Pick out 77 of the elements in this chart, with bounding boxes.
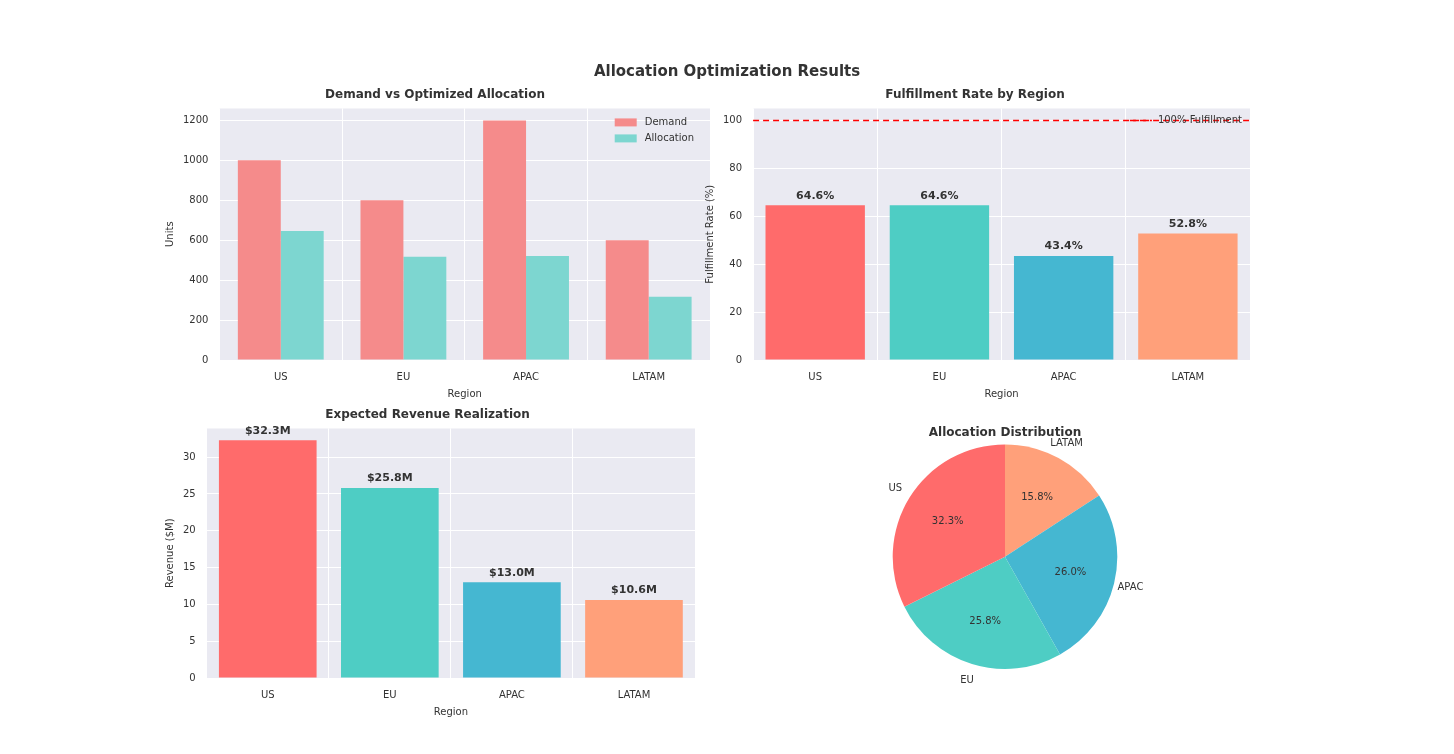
y-tick-label: 100 [722,113,743,125]
bar [585,599,683,678]
y-tick-label: 1200 [183,113,209,125]
x-tick-label: EU [932,370,947,382]
y-tick-label: 600 [189,233,209,245]
data-label: 26.0% [1054,566,1087,578]
data-label: $32.3M [244,423,291,437]
y-tick-label: 10 [182,597,196,609]
y-tick-label: 800 [189,193,209,205]
x-axis-title: Region [433,705,468,717]
y-tick-label: 20 [182,524,196,536]
bar [1138,233,1238,360]
bar [648,296,692,360]
x-tick-label: LATAM [1171,370,1205,382]
legend-label: Allocation [644,131,694,143]
y-tick-label: 30 [182,450,196,462]
ref-line-label: 100% Fulfillment [1157,113,1243,125]
y-tick-label: 20 [729,305,743,317]
x-tick-label: LATAM [617,688,651,700]
bar [237,160,281,360]
bar [1013,256,1114,360]
data-label: 52.8% [1168,216,1207,230]
x-tick-label: APAC [498,688,525,700]
bar [360,200,404,360]
data-label: 32.3% [931,514,964,526]
bar [218,440,317,678]
data-label: 64.6% [920,188,959,202]
y-tick-label: 400 [189,273,209,285]
y-tick-label: 0 [735,353,743,365]
x-tick-label: US [273,370,288,382]
y-tick-label: 15 [182,561,196,573]
data-label: 25.8% [969,614,1002,626]
bar [605,240,649,360]
y-tick-label: 40 [729,257,743,269]
y-tick-label: 1000 [183,153,209,165]
legend-label: Demand [644,115,688,127]
y-axis-title: Revenue ($M) [163,518,175,588]
y-tick-label: 80 [729,161,743,173]
x-axis-title: Region [447,387,482,399]
slice-label: EU [960,673,974,685]
text: Allocation Optimization Results [592,62,862,80]
bar [765,205,865,360]
bar [483,120,527,360]
y-tick-label: 0 [202,353,209,365]
x-tick-label: APAC [513,370,539,382]
bar [463,582,561,678]
data-label: 64.6% [796,188,835,202]
data-label: $13.0M [489,565,535,579]
bar [280,231,324,360]
y-axis-title: Fulfillment Rate (%) [703,184,715,284]
data-label: $10.6M [611,583,657,597]
slice-label: US [888,482,903,494]
chart-title: Expected Revenue Realization [325,407,530,422]
data-label: 43.4% [1044,239,1083,253]
y-tick-label: 60 [729,209,743,221]
chart-title: Demand vs Optimized Allocation [325,87,545,102]
y-tick-label: 5 [189,634,196,646]
data-label: 15.8% [1021,491,1054,503]
x-tick-label: APAC [1050,370,1077,382]
x-tick-label: US [260,688,275,700]
slice-label: LATAM [1050,436,1083,448]
x-tick-label: EU [383,688,397,700]
data-label: $25.8M [366,471,413,485]
bar [403,256,447,360]
bar [889,205,990,360]
y-tick-label: 200 [189,313,209,325]
slice-label: APAC [1117,581,1144,593]
x-tick-label: LATAM [632,370,666,382]
y-tick-label: 0 [189,671,196,683]
x-tick-label: EU [396,370,411,382]
y-axis-title: Units [163,221,175,247]
y-tick-label: 25 [182,487,196,499]
bar [341,488,439,678]
x-tick-label: US [808,370,823,382]
x-axis-title: Region [984,387,1019,399]
bar [526,255,569,360]
chart-title: Fulfillment Rate by Region [885,87,1065,102]
